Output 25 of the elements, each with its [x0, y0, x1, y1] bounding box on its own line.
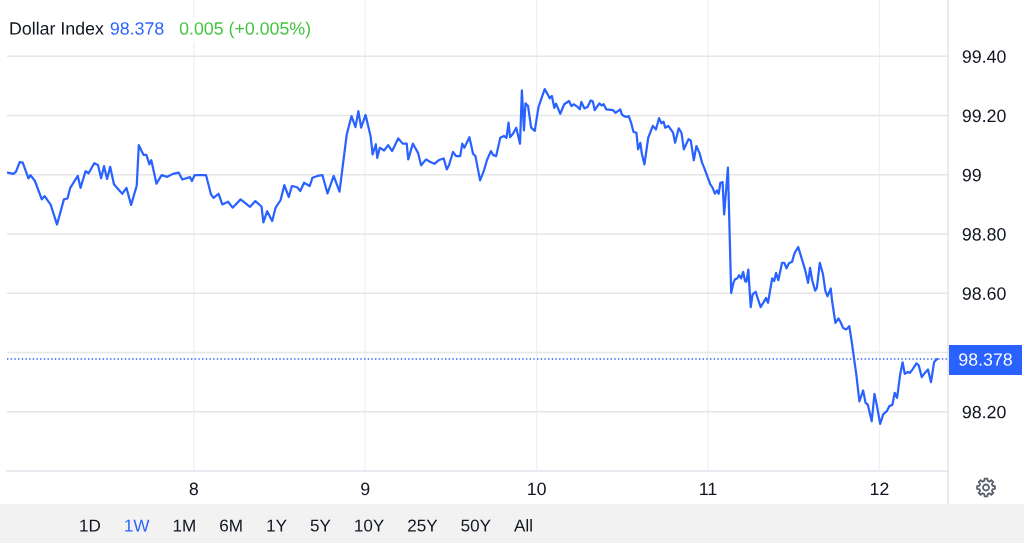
text: 10Y [355, 519, 384, 532]
y-tick-label: 98.80 [962, 228, 1006, 241]
y-tick-label: 98.20 [962, 405, 1006, 419]
y-tick-label: 98.60 [962, 287, 1006, 300]
ref-line-label: 98.378 [959, 353, 1012, 366]
text: 1Y [267, 519, 287, 532]
x-tick-label: 11 [700, 482, 717, 495]
x-tick-label: 8 [189, 482, 198, 496]
text: 1W [125, 519, 150, 532]
x-tick-label: 10 [528, 482, 546, 496]
text: All [514, 519, 532, 532]
text: 5Y [310, 519, 331, 532]
x-tick-label: 12 [870, 482, 889, 495]
y-tick-label: 99 [962, 168, 981, 182]
text: 1D [80, 519, 101, 532]
annotation: 0.005 (+0.005%) [179, 21, 310, 39]
text: 1M [173, 519, 195, 532]
text: Dollar Index [10, 21, 104, 35]
y-tick-label: 99.20 [962, 109, 1006, 123]
annotation: 98.378 [110, 22, 164, 35]
x-tick-label: 9 [361, 482, 370, 496]
text: 25Y [408, 519, 438, 532]
text: 50Y [461, 519, 491, 532]
y-tick-label: 99.40 [962, 50, 1006, 63]
text: 6M [220, 519, 242, 532]
